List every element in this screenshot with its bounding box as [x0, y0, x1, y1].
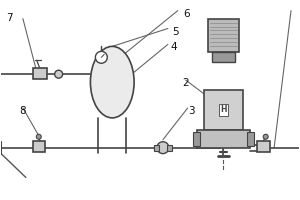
Circle shape	[95, 51, 107, 63]
Circle shape	[55, 70, 63, 78]
Bar	[167, 145, 172, 151]
Bar	[247, 132, 254, 146]
Bar	[33, 141, 45, 152]
Text: 5: 5	[172, 27, 178, 37]
Bar	[212, 52, 236, 62]
Bar	[208, 19, 239, 52]
Bar	[154, 145, 159, 151]
Circle shape	[36, 134, 41, 139]
Text: 3: 3	[188, 106, 194, 116]
Bar	[193, 132, 200, 146]
Text: 2: 2	[182, 78, 188, 88]
Text: 8: 8	[19, 106, 26, 116]
Text: H: H	[220, 105, 227, 114]
Bar	[197, 130, 250, 148]
Text: 4: 4	[171, 42, 178, 52]
Bar	[204, 90, 243, 130]
Text: 7: 7	[6, 13, 13, 23]
Ellipse shape	[90, 46, 134, 118]
Text: 6: 6	[183, 9, 189, 19]
Bar	[257, 141, 270, 152]
Bar	[33, 68, 47, 79]
Circle shape	[157, 142, 169, 154]
Circle shape	[263, 134, 268, 139]
